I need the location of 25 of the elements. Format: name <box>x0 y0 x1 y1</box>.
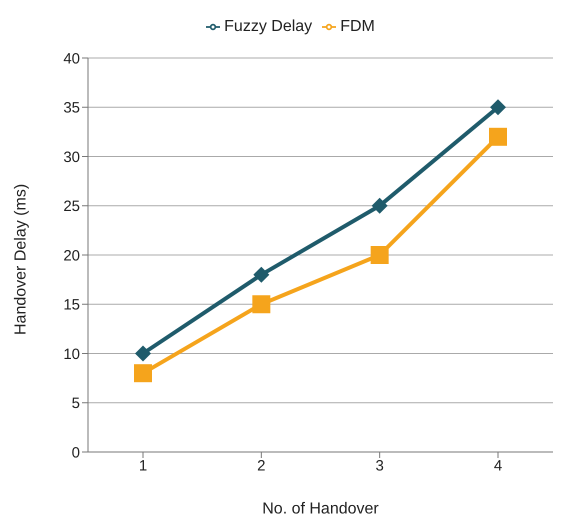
legend-label: FDM <box>340 18 375 35</box>
y-tick-label: 40 <box>63 50 80 68</box>
y-tick-label: 0 <box>72 444 80 462</box>
point <box>252 295 270 314</box>
y-tick-label: 15 <box>63 296 80 314</box>
y-tick-label: 20 <box>63 247 80 264</box>
x-axis-title: No. of Handover <box>262 500 380 518</box>
point <box>490 99 506 116</box>
y-tick-label: 5 <box>72 395 80 412</box>
point <box>135 346 151 362</box>
y-tick-label: 35 <box>63 100 80 117</box>
point <box>372 198 388 214</box>
legend-label: Fuzzy Delay <box>224 18 312 35</box>
y-axis-title: Handover Delay (ms) <box>12 184 30 335</box>
x-tick-label: 4 <box>494 458 502 475</box>
point <box>370 246 389 264</box>
x-tick-label: 2 <box>257 458 266 475</box>
point <box>134 364 152 382</box>
x-tick-label: 3 <box>375 458 384 475</box>
point <box>489 128 507 146</box>
y-tick-label: 30 <box>63 148 80 166</box>
point <box>253 266 270 283</box>
x-tick-label: 1 <box>138 458 148 475</box>
y-tick-label: 10 <box>63 346 80 363</box>
y-tick-label: 25 <box>63 198 80 216</box>
